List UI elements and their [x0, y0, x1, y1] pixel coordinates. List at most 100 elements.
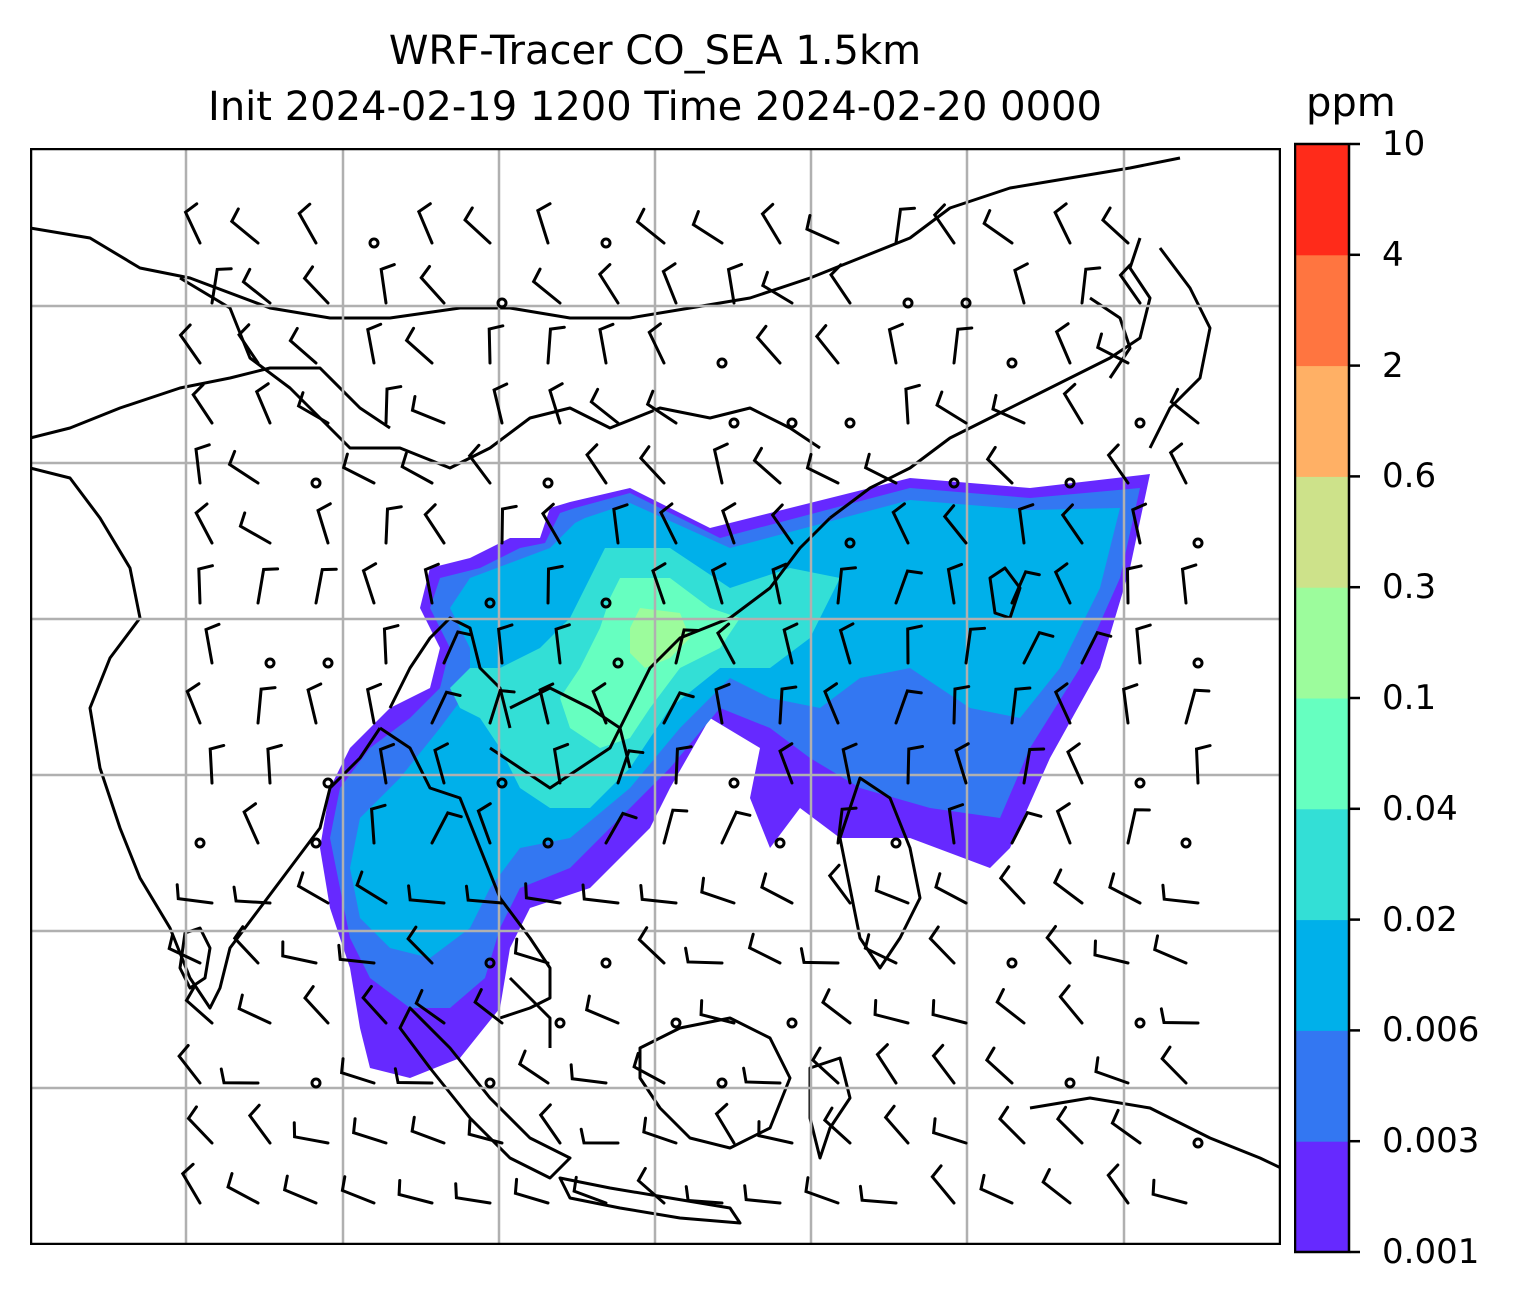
- wind-barb: [863, 933, 898, 965]
- wind-barb: [1080, 266, 1102, 305]
- wind-barb: [1161, 883, 1200, 905]
- border-myanmar: [388, 616, 512, 729]
- wind-barb: [891, 502, 910, 545]
- wind-barb: [197, 564, 214, 605]
- wind-barb: [538, 1103, 562, 1145]
- wind-barb: [1160, 1045, 1188, 1085]
- calm-wind-marker: [890, 837, 902, 849]
- wind-barb: [636, 1166, 666, 1205]
- wind-barb: [1054, 322, 1072, 365]
- wind-barb: [1131, 502, 1148, 545]
- wind-barb: [821, 988, 852, 1025]
- wind-barb: [379, 263, 396, 305]
- wind-barb: [314, 567, 338, 605]
- wind-barb: [637, 926, 666, 965]
- wind-barb: [612, 503, 629, 545]
- wind-barb: [904, 383, 921, 425]
- calm-wind-marker: [310, 477, 322, 489]
- colorbar-segment: [1294, 1141, 1350, 1253]
- coastline-sri-lanka: [178, 926, 212, 990]
- colorbar-segment: [1294, 144, 1350, 256]
- wind-barb: [829, 263, 852, 305]
- colorbar: [1294, 142, 1360, 1254]
- wind-barb: [752, 446, 782, 485]
- wind-barb: [771, 562, 788, 605]
- calm-wind-marker: [322, 777, 334, 789]
- wind-barb: [1055, 1105, 1084, 1145]
- wind-barb: [365, 682, 383, 725]
- wind-barb: [355, 870, 388, 905]
- wind-barb: [400, 451, 434, 485]
- coastline-sulawesi: [808, 1056, 852, 1160]
- wind-barb: [598, 322, 615, 365]
- border-laos: [509, 686, 632, 769]
- wind-barb: [805, 452, 840, 485]
- wind-barb: [1022, 630, 1055, 665]
- wind-barb: [414, 988, 446, 1025]
- wind-barb: [410, 1115, 446, 1145]
- wind-barb: [1168, 442, 1188, 485]
- colorbar-tick-label: 0.001: [1382, 1232, 1480, 1272]
- wind-barb: [303, 985, 330, 1025]
- map-title: WRF-Tracer CO_SEA 1.5km: [388, 28, 922, 74]
- wind-barb: [227, 449, 260, 485]
- wind-barb: [836, 566, 857, 605]
- wind-barb: [799, 947, 840, 965]
- wind-barb: [906, 744, 925, 785]
- wind-barb: [928, 925, 956, 965]
- wind-barb: [1010, 686, 1032, 725]
- wind-barb: [497, 623, 514, 665]
- wind-barb: [778, 742, 794, 785]
- wind-barb: [743, 1184, 782, 1205]
- wind-barb: [1010, 570, 1041, 605]
- wind-barb: [184, 986, 214, 1025]
- calm-wind-marker: [728, 777, 740, 789]
- calm-wind-marker: [484, 957, 496, 969]
- wind-barb: [742, 1066, 782, 1085]
- wind-barb: [191, 383, 214, 425]
- wind-barb: [931, 1043, 956, 1085]
- coastlines: [30, 156, 1281, 1225]
- calm-wind-marker: [600, 237, 612, 249]
- wind-barb: [1153, 934, 1188, 965]
- wind-barb: [757, 1120, 794, 1145]
- wind-barb: [651, 562, 667, 605]
- calm-wind-marker: [844, 537, 856, 549]
- wind-barb: [714, 1102, 736, 1145]
- wind-barb: [932, 203, 956, 245]
- wind-barb: [747, 932, 782, 965]
- wind-barb: [316, 502, 332, 545]
- wind-barb: [266, 743, 283, 785]
- wind-barb: [873, 999, 910, 1025]
- wind-barb: [237, 993, 272, 1025]
- wind-barb: [406, 925, 434, 965]
- wind-barb: [538, 682, 555, 725]
- wind-barb: [1017, 503, 1035, 545]
- wind-barb: [998, 1105, 1026, 1145]
- wind-barb: [552, 742, 570, 785]
- calm-wind-marker: [716, 1077, 728, 1089]
- colorbar-segment: [1294, 808, 1350, 921]
- wind-barb: [488, 688, 516, 725]
- wind-barb: [430, 811, 463, 845]
- wind-barb: [597, 263, 620, 305]
- calm-wind-marker: [1134, 777, 1146, 789]
- wind-barb: [430, 690, 462, 725]
- wind-barb: [716, 622, 736, 665]
- wind-barb: [906, 624, 923, 665]
- wind-barb: [1041, 1168, 1072, 1205]
- wind-barb: [1159, 1007, 1200, 1025]
- wind-barb: [875, 1043, 898, 1085]
- wind-barb: [1053, 682, 1072, 725]
- wind-barb: [760, 202, 782, 245]
- wind-barb: [423, 562, 440, 605]
- wind-barb: [1062, 382, 1084, 425]
- border-tibet: [30, 366, 391, 440]
- wind-barb: [591, 682, 608, 725]
- colorbar-unit: ppm: [1306, 80, 1396, 126]
- colorbar-tick-label: 0.04: [1382, 788, 1458, 829]
- coastline-taiwan: [988, 566, 1022, 620]
- wind-barb: [572, 1175, 608, 1205]
- colorbar-tick-label: 0.1: [1382, 678, 1437, 718]
- wind-barb: [1055, 802, 1072, 845]
